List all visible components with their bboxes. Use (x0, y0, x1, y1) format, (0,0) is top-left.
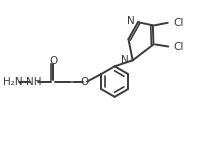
Text: N: N (121, 55, 129, 65)
Text: Cl: Cl (173, 18, 183, 28)
Text: O: O (49, 56, 57, 66)
Text: O: O (81, 77, 89, 87)
Text: Cl: Cl (174, 42, 184, 52)
Text: NH: NH (26, 77, 42, 87)
Text: N: N (127, 16, 135, 26)
Text: H₂N: H₂N (3, 77, 23, 87)
